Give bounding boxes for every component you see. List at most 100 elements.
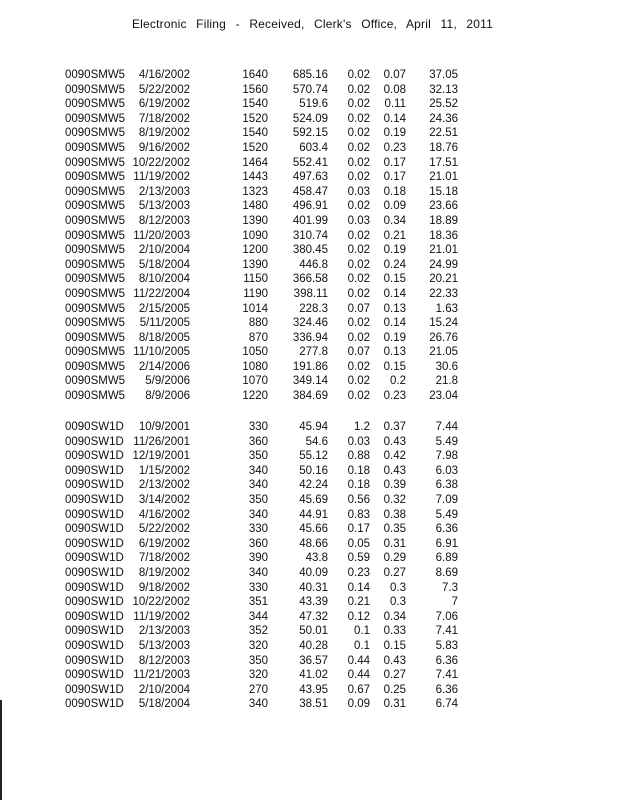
cell-value-3: 0.67 xyxy=(347,683,370,696)
cell-value-5: 6.89 xyxy=(435,552,458,565)
cell-value-4: 0.43 xyxy=(383,435,406,448)
cell-value-3: 0.1 xyxy=(354,625,370,638)
cell-sample-date: 11/10/2005 xyxy=(133,346,190,359)
cell-value-3: 0.02 xyxy=(347,98,370,111)
cell-value-5: 17.51 xyxy=(429,156,458,169)
cell-value-5: 23.66 xyxy=(429,200,458,213)
cell-value-2: 458.47 xyxy=(292,185,328,198)
cell-value-3: 0.07 xyxy=(347,346,370,359)
cell-value-2: 44.91 xyxy=(299,508,328,521)
cell-value-2: 36.57 xyxy=(299,654,328,667)
cell-value-3: 0.56 xyxy=(347,493,370,506)
cell-value-5: 24.99 xyxy=(429,258,458,271)
cell-value-5: 6.36 xyxy=(435,523,458,536)
cell-well-id: 0090SMW5 xyxy=(65,346,126,359)
cell-value-4: 0.42 xyxy=(383,450,406,463)
cell-value-2: 50.16 xyxy=(299,464,328,477)
cell-value-1: 1080 xyxy=(242,360,268,373)
cell-sample-date: 8/12/2003 xyxy=(138,654,190,667)
cell-value-3: 0.17 xyxy=(347,523,370,536)
cell-value-2: 55.12 xyxy=(299,450,328,463)
cell-well-id: 0090SMW5 xyxy=(65,390,126,403)
cell-value-5: 5.49 xyxy=(435,508,458,521)
cell-value-4: 0.2 xyxy=(390,375,406,388)
cell-well-id: 0090SMW5 xyxy=(65,375,126,388)
cell-value-2: 191.86 xyxy=(292,360,328,373)
cell-value-3: 0.18 xyxy=(347,464,370,477)
cell-value-5: 5.49 xyxy=(435,435,458,448)
cell-value-4: 0.13 xyxy=(383,302,406,315)
cell-value-4: 0.15 xyxy=(383,360,406,373)
cell-value-2: 45.94 xyxy=(299,421,328,433)
cell-value-2: 384.69 xyxy=(292,390,328,403)
cell-value-4: 0.15 xyxy=(383,639,406,652)
cell-well-id: 0090SW1D xyxy=(65,566,124,579)
cell-value-2: 45.69 xyxy=(299,493,328,506)
cell-value-2: 40.28 xyxy=(299,639,328,652)
cell-value-5: 7.41 xyxy=(435,669,458,682)
cell-value-3: 0.07 xyxy=(347,302,370,315)
cell-value-5: 7.06 xyxy=(435,610,458,623)
cell-sample-date: 5/18/2004 xyxy=(138,258,190,271)
cell-value-4: 0.11 xyxy=(384,98,406,111)
cell-value-3: 0.02 xyxy=(347,83,370,96)
cell-sample-date: 5/18/2004 xyxy=(138,698,190,711)
cell-well-id: 0090SMW5 xyxy=(65,98,126,111)
cell-value-1: 360 xyxy=(248,537,268,550)
cell-value-5: 21.01 xyxy=(429,244,458,257)
cell-value-4: 0.09 xyxy=(383,200,406,213)
cell-value-4: 0.29 xyxy=(383,552,406,565)
cell-value-3: 0.1 xyxy=(354,639,370,652)
cell-value-1: 1200 xyxy=(242,244,268,257)
cell-value-2: 592.15 xyxy=(292,127,328,140)
cell-value-2: 366.58 xyxy=(292,273,328,286)
cell-value-3: 0.03 xyxy=(347,185,370,198)
cell-well-id: 0090SW1D xyxy=(65,639,124,652)
cell-well-id: 0090SW1D xyxy=(65,421,124,433)
cell-value-1: 1050 xyxy=(242,346,268,359)
cell-sample-date: 5/9/2006 xyxy=(145,375,190,388)
cell-sample-date: 11/26/2001 xyxy=(133,435,190,448)
cell-value-5: 7.98 xyxy=(435,450,458,463)
cell-value-3: 0.02 xyxy=(347,287,370,300)
cell-value-2: 349.14 xyxy=(292,375,328,388)
cell-well-id: 0090SMW5 xyxy=(65,302,126,315)
cell-well-id: 0090SW1D xyxy=(65,625,124,638)
cell-value-2: 398.11 xyxy=(293,287,328,300)
cell-value-1: 1560 xyxy=(242,83,268,96)
cell-value-2: 50.01 xyxy=(299,625,328,638)
cell-sample-date: 8/19/2002 xyxy=(138,566,190,579)
cell-value-1: 330 xyxy=(248,421,268,433)
cell-value-3: 0.02 xyxy=(347,331,370,344)
cell-sample-date: 11/21/2003 xyxy=(133,669,190,682)
cell-value-3: 0.02 xyxy=(347,317,370,330)
cell-sample-date: 2/13/2003 xyxy=(138,185,190,198)
cell-value-4: 0.07 xyxy=(383,69,406,81)
cell-value-5: 37.05 xyxy=(429,69,458,81)
cell-value-1: 1220 xyxy=(242,390,268,403)
cell-value-2: 685.16 xyxy=(292,69,328,81)
cell-value-1: 1640 xyxy=(242,69,268,81)
cell-value-5: 7 xyxy=(451,596,458,609)
cell-value-1: 1014 xyxy=(242,302,268,315)
cell-value-1: 1520 xyxy=(242,141,268,154)
cell-value-3: 0.44 xyxy=(347,669,370,682)
cell-value-1: 360 xyxy=(248,435,268,448)
cell-value-1: 870 xyxy=(248,331,268,344)
cell-value-1: 344 xyxy=(248,610,268,623)
cell-value-5: 6.36 xyxy=(435,654,458,667)
cell-value-1: 1150 xyxy=(243,273,268,286)
cell-value-4: 0.32 xyxy=(383,493,406,506)
cell-value-5: 26.76 xyxy=(429,331,458,344)
cell-value-3: 0.03 xyxy=(347,435,370,448)
cell-value-1: 880 xyxy=(248,317,268,330)
cell-value-2: 552.41 xyxy=(292,156,328,169)
cell-sample-date: 10/9/2001 xyxy=(138,421,190,433)
cell-sample-date: 4/16/2002 xyxy=(138,69,190,81)
cell-well-id: 0090SW1D xyxy=(65,581,124,594)
cell-value-2: 401.99 xyxy=(292,214,328,227)
cell-value-5: 8.69 xyxy=(435,566,458,579)
cell-sample-date: 11/19/2002 xyxy=(133,171,190,184)
cell-well-id: 0090SMW5 xyxy=(65,112,126,125)
cell-value-1: 340 xyxy=(248,698,268,711)
